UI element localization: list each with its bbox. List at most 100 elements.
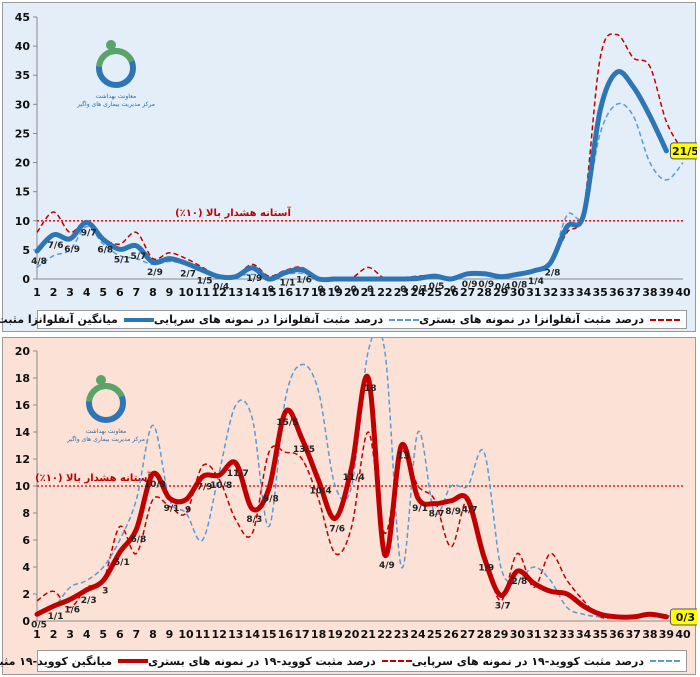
y-tick-label: 30: [15, 98, 31, 111]
x-tick-label: 10: [178, 628, 194, 641]
x-tick-label: 16: [278, 286, 294, 299]
data-label: 9/8: [263, 495, 279, 505]
data-label: 9: [185, 506, 191, 516]
data-label: 15/5: [276, 418, 298, 428]
data-label: 3/7: [495, 601, 511, 611]
x-tick-label: 34: [576, 628, 592, 641]
series-line-main: [34, 69, 669, 283]
data-label: 7/6: [329, 524, 345, 534]
x-tick-label: 1: [33, 286, 41, 299]
x-tick-label: 11: [195, 628, 210, 641]
influenza-legend: میانگین آنفلوانزا مثبت درصد مثبت آنفلوان…: [0, 310, 687, 329]
data-label: 13: [397, 452, 410, 462]
data-label: 1/9: [246, 274, 262, 284]
data-label: 9/1: [164, 504, 180, 514]
x-tick-label: 13: [228, 286, 243, 299]
x-tick-label: 37: [626, 628, 641, 641]
x-tick-label: 21: [361, 286, 376, 299]
legend-item-covid-outpatient: درصد مثبت کووید-۱۹ در نمونه های سرپایی: [412, 655, 680, 668]
data-label: 0: [268, 285, 274, 295]
influenza-chart-panel: 0 5 10 15 20 25 30 35 40 45 1 2 3 4 5 6 7 8 9 10 11 12 13 14 15 1…: [0, 2, 697, 332]
logo-emblem-icon: [96, 40, 136, 88]
y-tick-label: 45: [15, 11, 30, 24]
series-line-dashed: [36, 431, 684, 619]
x-tick-label: 36: [609, 286, 625, 299]
x-tick-label: 15: [261, 628, 276, 641]
data-label: 0/9: [462, 280, 478, 290]
x-tick-label: 21: [361, 628, 376, 641]
y-tick-label: 10: [15, 480, 31, 493]
x-tick-label: 15: [261, 286, 276, 299]
x-tick-label: 34: [576, 286, 592, 299]
data-label: 2/8: [545, 269, 561, 279]
data-label: 2/7: [180, 269, 196, 279]
x-tick-label: 32: [543, 628, 558, 641]
data-label: 18: [364, 384, 377, 394]
logo-text-2: مرکز مدیریت بیماری های واگیر: [67, 436, 145, 443]
data-label: 5/7: [130, 252, 146, 262]
x-tick-label: 25: [427, 628, 442, 641]
x-tick-label: 31: [526, 628, 541, 641]
end-label: 0/3: [676, 611, 695, 624]
legend-label: درصد مثبت کووید-۱۹ در نمونه های سرپایی: [411, 654, 644, 668]
y-tick-label: 16: [15, 399, 31, 412]
x-tick-label: 33: [559, 286, 574, 299]
x-tick-label: 31: [526, 286, 541, 299]
x-tick-label: 39: [659, 628, 674, 641]
x-tick-label: 28: [477, 286, 492, 299]
data-label: 5/1: [114, 255, 130, 265]
data-label: 10/4: [310, 487, 332, 497]
x-tick-label: 30: [510, 628, 526, 641]
data-label: 9/7: [81, 229, 97, 239]
y-tick-label: 35: [15, 69, 30, 82]
y-tick-label: 15: [15, 186, 30, 199]
x-tick-label: 14: [245, 628, 261, 641]
series-line-main: [34, 373, 669, 620]
x-tick-label: 37: [626, 286, 641, 299]
legend-swatch: [650, 318, 680, 321]
data-label: 2/8: [511, 577, 527, 587]
data-label: 4/8: [31, 257, 47, 267]
y-tick-label: 6: [22, 534, 30, 547]
legend-label: درصد مثبت آنفلوانزا در نمونه های بستری: [419, 313, 644, 326]
data-label: 4/7: [462, 506, 478, 516]
x-tick-label: 9: [166, 628, 174, 641]
x-tick-label: 22: [377, 628, 392, 641]
y-tick-label: 0: [22, 273, 30, 286]
data-label: 0: [317, 285, 323, 295]
legend-label: درصد مثبت آنفلوانزا در نمونه های سرپایی: [153, 313, 384, 326]
data-label: 0/9: [478, 280, 494, 290]
data-label: 0: [367, 285, 373, 295]
x-tick-label: 13: [228, 628, 243, 641]
data-label: 0/1: [412, 284, 428, 294]
x-tick-label: 27: [460, 286, 475, 299]
x-tick-label: 36: [609, 628, 625, 641]
data-label: 0/4: [213, 283, 229, 293]
data-label: 6/9: [64, 245, 80, 255]
threshold-label: آستانه هشدار بالا (۱۰٪): [35, 471, 151, 484]
y-tick-label: 40: [15, 40, 31, 53]
data-label: 4/9: [379, 561, 395, 571]
y-tick-label: 10: [15, 215, 31, 228]
data-label: 2/3: [81, 596, 97, 606]
x-tick-label: 8: [149, 286, 157, 299]
threshold-label: آستانه هشدار بالا (۱۰٪): [175, 206, 291, 219]
x-tick-label: 38: [642, 628, 657, 641]
x-tick-label: 24: [410, 286, 426, 299]
data-label: 0: [450, 285, 456, 295]
y-tick-label: 12: [15, 453, 30, 466]
x-tick-label: 3: [66, 286, 74, 299]
x-tick-label: 25: [427, 286, 442, 299]
x-tick-label: 35: [593, 628, 608, 641]
x-tick-label: 38: [642, 286, 657, 299]
end-label-box: [669, 142, 697, 160]
legend-label: درصد مثبت کووید-۱۹ در نمونه های بستری: [148, 654, 376, 668]
y-tick-label: 20: [15, 345, 31, 358]
x-tick-label: 20: [344, 286, 360, 299]
data-label: 1/4: [528, 277, 544, 287]
x-tick-label: 29: [493, 628, 508, 641]
legend-swatch: [123, 317, 154, 322]
x-tick-label: 20: [344, 628, 360, 641]
x-tick-label: 3: [66, 628, 74, 641]
legend-item-flu-outpatient: درصد مثبت آنفلوانزا در نمونه های سرپایی: [153, 313, 420, 326]
